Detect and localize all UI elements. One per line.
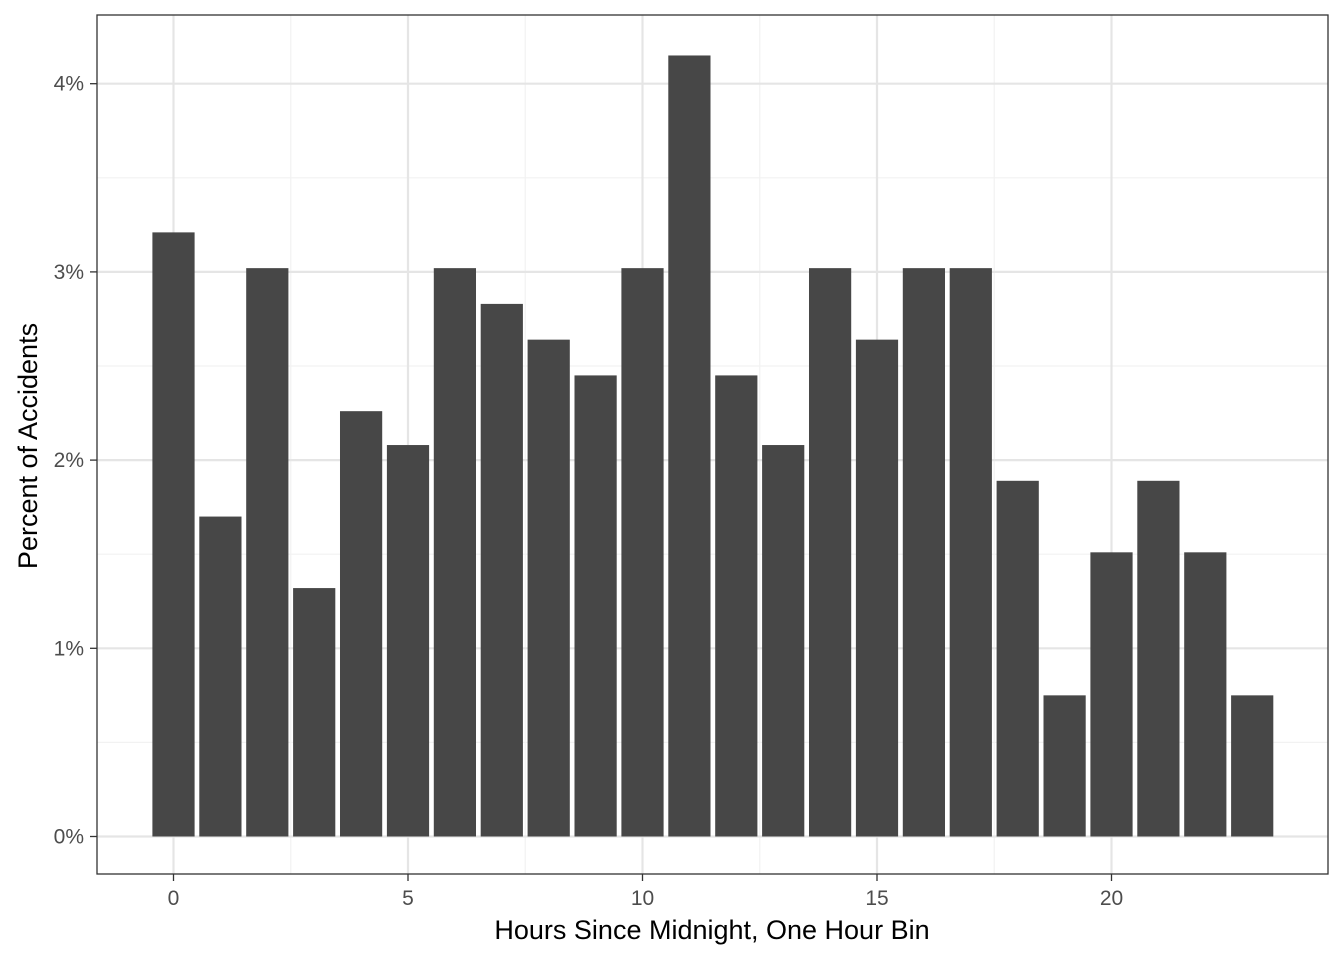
x-tick-label: 0 — [168, 887, 180, 910]
bar-hour-13 — [762, 445, 804, 836]
bar-hour-21 — [1137, 481, 1179, 837]
bar-hour-3 — [293, 588, 335, 836]
y-tick-label: 3% — [54, 261, 84, 284]
bar-hour-5 — [387, 445, 429, 836]
x-tick-label: 5 — [402, 887, 414, 910]
bar-hour-16 — [903, 268, 945, 836]
y-tick-label: 1% — [54, 637, 84, 660]
bar-hour-7 — [481, 304, 523, 837]
bar-hour-0 — [152, 232, 194, 836]
bar-hour-8 — [528, 340, 570, 837]
x-tick-label: 15 — [865, 887, 888, 910]
bar-hour-6 — [434, 268, 476, 836]
bar-hour-17 — [950, 268, 992, 836]
bar-hour-9 — [574, 375, 616, 836]
y-axis-title: Percent of Accidents — [13, 323, 43, 569]
bar-hour-15 — [856, 340, 898, 837]
bar-hour-14 — [809, 268, 851, 836]
y-tick-label: 0% — [54, 826, 84, 849]
x-axis-title: Hours Since Midnight, One Hour Bin — [494, 915, 929, 945]
bar-hour-2 — [246, 268, 288, 836]
bar-hour-23 — [1231, 695, 1273, 836]
y-tick-label: 2% — [54, 449, 84, 472]
bar-hour-19 — [1043, 695, 1085, 836]
bar-hour-4 — [340, 411, 382, 836]
x-tick-label: 20 — [1100, 887, 1123, 910]
bar-hour-22 — [1184, 552, 1226, 836]
bar-hour-18 — [997, 481, 1039, 837]
x-tick-label: 10 — [631, 887, 654, 910]
bar-hour-11 — [668, 55, 710, 836]
bar-hour-10 — [621, 268, 663, 836]
bar-hour-1 — [199, 517, 241, 837]
bar-hour-20 — [1090, 552, 1132, 836]
y-tick-label: 4% — [54, 73, 84, 96]
bar-hour-12 — [715, 375, 757, 836]
